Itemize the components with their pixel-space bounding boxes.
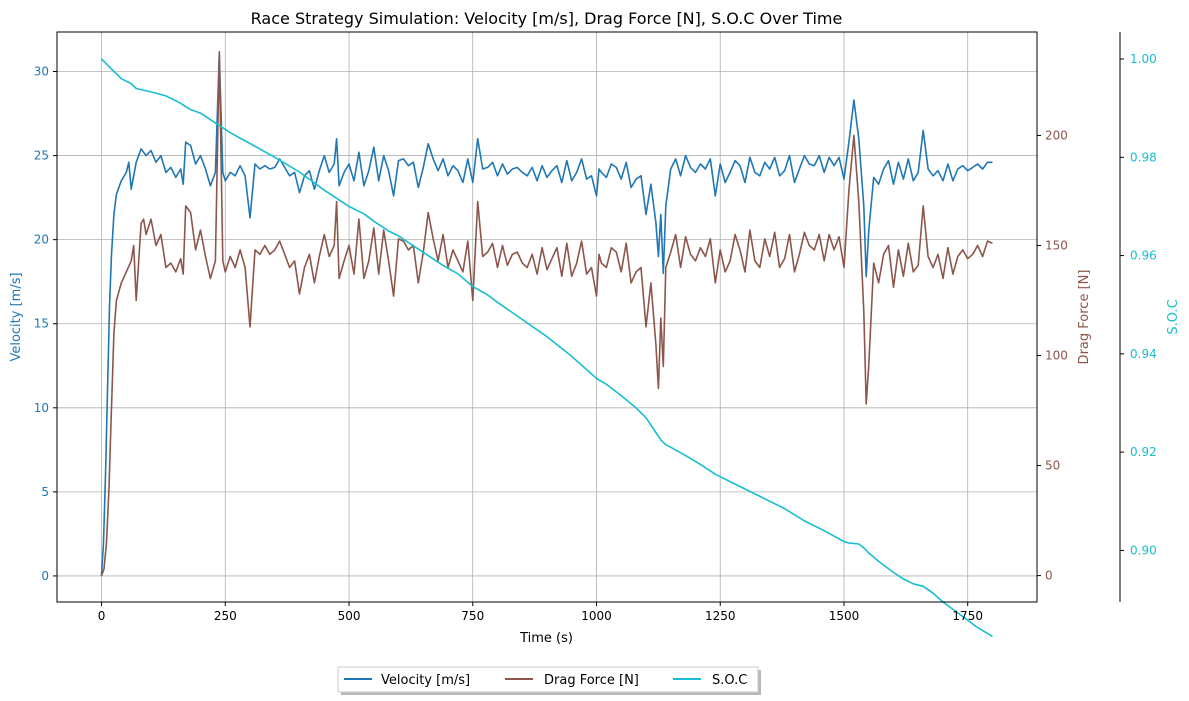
series-line-soc: [100, 58, 993, 638]
legend: Velocity [m/s] Drag Force [N] S.O.C: [337, 666, 761, 695]
soc-tick-label: 0.90: [1130, 543, 1157, 557]
drag-tick-label: 200: [1045, 128, 1068, 142]
velocity-tick-label: 30: [34, 65, 49, 79]
x-axis-label: Time (s): [519, 631, 573, 646]
velocity-tick-label: 10: [34, 401, 49, 415]
velocity-axis-label: Velocity [m/s]: [9, 272, 24, 361]
x-tick-label: 500: [338, 609, 361, 623]
x-tick-label: 1500: [829, 609, 860, 623]
soc-tick-label: 0.94: [1130, 347, 1157, 361]
velocity-tick-label: 15: [34, 317, 49, 331]
velocity-tick-label: 20: [34, 233, 49, 247]
drag-tick-label: 100: [1045, 349, 1068, 363]
chart-axes: 0 250 500 750 1000 1250 1500 1750 0 5 10 15 20 25 30 0 5…: [34, 31, 1157, 623]
drag-tick-label: 50: [1045, 459, 1060, 473]
x-tick-label: 0: [98, 609, 106, 623]
soc-tick-label: 0.98: [1130, 150, 1157, 164]
drag-tick-label: 150: [1045, 238, 1068, 252]
legend-label-velocity: Velocity [m/s]: [381, 673, 470, 688]
velocity-tick-label: 25: [34, 149, 49, 163]
soc-tick-label: 0.92: [1130, 445, 1157, 459]
grid-lines: [57, 32, 1037, 602]
legend-item-drag: Drag Force [N]: [505, 673, 639, 688]
x-tick-label: 1000: [581, 609, 612, 623]
plot-frame: [56, 31, 1038, 603]
x-tick-label: 750: [461, 609, 484, 623]
legend-item-velocity: Velocity [m/s]: [344, 673, 470, 688]
soc-tick-label: 1.00: [1130, 52, 1157, 66]
soc-axis-label: S.O.C: [1166, 299, 1181, 334]
legend-label-drag: Drag Force [N]: [544, 673, 639, 688]
series-line-drag: [100, 51, 993, 576]
legend-label-soc: S.O.C: [712, 673, 747, 688]
soc-tick-label: 0.96: [1130, 249, 1157, 263]
velocity-tick-label: 5: [41, 485, 49, 499]
series-lines: [100, 51, 993, 638]
chart-title: Race Strategy Simulation: Velocity [m/s]…: [251, 9, 843, 28]
x-tick-label: 250: [214, 609, 237, 623]
legend-item-soc: S.O.C: [673, 673, 747, 688]
drag-tick-label: 0: [1045, 569, 1053, 583]
series-line-velocity: [100, 53, 993, 576]
x-tick-label: 1750: [952, 609, 983, 623]
drag-axis-label: Drag Force [N]: [1077, 270, 1092, 365]
velocity-tick-label: 0: [41, 569, 49, 583]
x-tick-label: 1250: [705, 609, 736, 623]
